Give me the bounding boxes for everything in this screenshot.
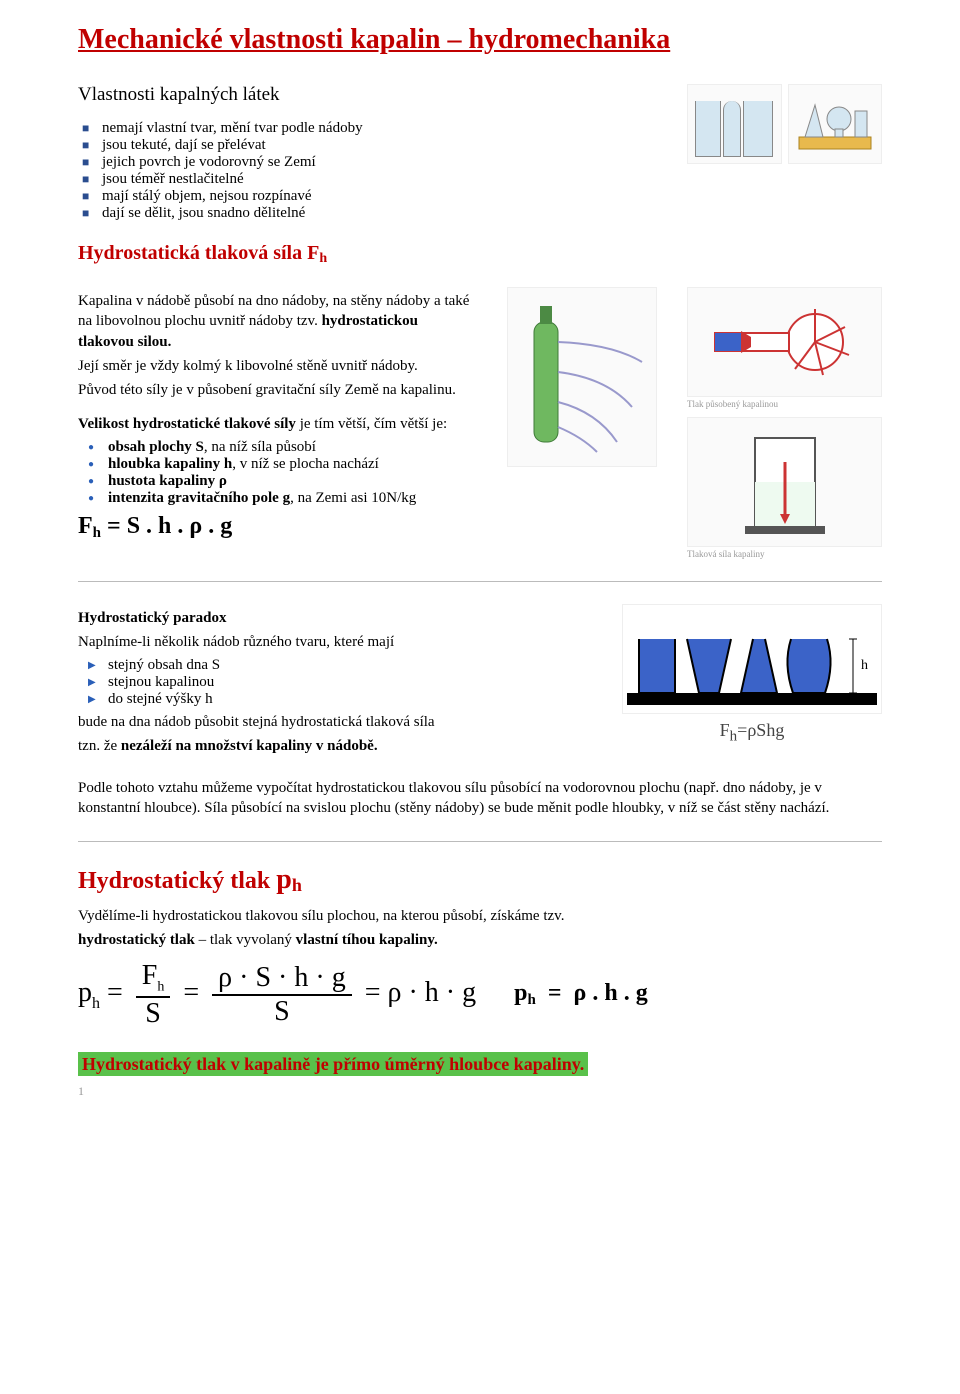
paradox-figure-wrap: h Fh=ρShg — [622, 604, 882, 760]
figure-communicating-vessels-1 — [687, 84, 782, 164]
pressure-paragraph-2: hydrostatický tlak – tlak vyvolaný vlast… — [78, 930, 882, 950]
figure-caption: Tlaková síla kapaliny — [687, 549, 882, 559]
paradox-text: Hydrostatický paradox Naplníme-li několi… — [78, 604, 592, 760]
page-number: 1 — [78, 1084, 84, 1099]
list-item: jejich povrch je vodorovný se Zemí — [102, 154, 667, 171]
heading-text: Hydrostatická tlaková síla — [78, 242, 307, 264]
list-item: nemají vlastní tvar, mění tvar podle nád… — [102, 120, 667, 137]
list-item: stejnou kapalinou — [108, 674, 592, 691]
list-item: jsou téměř nestlačitelné — [102, 171, 667, 188]
pressure-formula-short: ph = ρ . h . g — [514, 980, 648, 1009]
text-bold: hustota kapaliny ρ — [108, 473, 227, 489]
paradox-conclusion-1: bude na dna nádob působit stejná hydrost… — [78, 712, 592, 732]
figure-cylinder-wrap: Tlaková síla kapaliny — [687, 417, 882, 559]
text-span: je tím větší, čím větší je: — [296, 416, 447, 432]
pressure-equation-full: ph = FhS = ρ · S · h · gS = ρ · h · g — [78, 960, 476, 1030]
figure-cylinder-force — [687, 417, 882, 547]
right-column-mid: Tlak působený kapalinou Tlaková síla kap… — [687, 287, 882, 559]
text-span: , v níž se plocha nachází — [232, 456, 379, 472]
list-item: do stejné výšky h — [108, 691, 592, 708]
list-item: hustota kapaliny ρ — [108, 473, 477, 490]
text-bold: hloubka kapaliny h — [108, 456, 232, 472]
paradox-conclusion-2: tzn. že nezáleží na množství kapaliny v … — [78, 736, 592, 756]
list-item: hloubka kapaliny h, v níž se plocha nach… — [108, 456, 477, 473]
left-column: Vlastnosti kapalných látek nemají vlastn… — [78, 84, 667, 277]
force-paragraph-2: Její směr je vždy kolmý k libovolné stěn… — [78, 356, 477, 376]
divider — [78, 581, 882, 582]
figure-bottle-wrap — [507, 287, 657, 559]
figure-pressure-bulb — [687, 287, 882, 397]
paradox-intro: Naplníme-li několik nádob různého tvaru,… — [78, 632, 592, 652]
force-heading: Hydrostatická tlaková síla Fh — [78, 242, 667, 267]
text-bold: obsah plochy S — [108, 439, 204, 455]
list-item: mají stálý objem, nejsou rozpínavé — [102, 188, 667, 205]
force-text: Kapalina v nádobě působí na dno nádoby, … — [78, 287, 477, 559]
figure-communicating-vessels-2 — [788, 84, 883, 164]
magnitude-intro: Velikost hydrostatické tlakové síly je t… — [78, 414, 477, 434]
heading-symbol: F — [307, 242, 319, 264]
paradox-equation: Fh=ρShg — [622, 720, 882, 746]
pressure-heading: Hydrostatický tlak ph — [78, 864, 882, 896]
list-item: obsah plochy S, na níž síla působí — [108, 439, 477, 456]
figure-bottle-streams — [507, 287, 657, 467]
text-bold: hydrostatický tlak — [78, 932, 195, 948]
paradox-heading: Hydrostatický paradox — [78, 608, 592, 628]
paradox-conditions-list: stejný obsah dna S stejnou kapalinou do … — [78, 657, 592, 708]
svg-text:h: h — [861, 658, 868, 673]
divider — [78, 841, 882, 842]
text-span: , na Zemi asi 10N/kg — [290, 490, 416, 506]
heading-subscript: h — [292, 875, 302, 895]
mid-row: Kapalina v nádobě působí na dno nádoby, … — [78, 287, 882, 559]
text-bold: vlastní tíhou kapaliny. — [296, 932, 438, 948]
text-bold: Velikost hydrostatické tlakové síly — [78, 416, 296, 432]
pressure-equation-row: ph = FhS = ρ · S · h · gS = ρ · h · g ph… — [78, 960, 882, 1030]
list-item: intenzita gravitačního pole g, na Zemi a… — [108, 490, 477, 507]
right-column-top — [687, 84, 882, 277]
magnitude-factors-list: obsah plochy S, na níž síla působí hloub… — [78, 439, 477, 507]
properties-list: nemají vlastní tvar, mění tvar podle nád… — [78, 120, 667, 222]
page: Mechanické vlastnosti kapalin – hydromec… — [0, 0, 960, 1115]
heading-symbol: p — [276, 864, 292, 895]
list-item: stejný obsah dna S — [108, 657, 592, 674]
page-title: Mechanické vlastnosti kapalin – hydromec… — [78, 24, 882, 56]
text-span: tzn. že — [78, 738, 121, 754]
pressure-paragraph-1: Vydělíme-li hydrostatickou tlakovou sílu… — [78, 906, 882, 926]
figure-caption: Tlak působený kapalinou — [687, 399, 882, 409]
highlight-text: Hydrostatický tlak v kapalině je přímo ú… — [78, 1052, 588, 1076]
heading-text: Hydrostatický tlak — [78, 868, 276, 894]
relation-paragraph: Podle tohoto vztahu můžeme vypočítat hyd… — [78, 778, 882, 819]
list-item: dají se dělit, jsou snadno dělitelné — [102, 205, 667, 222]
list-item: jsou tekuté, dají se přelévat — [102, 137, 667, 154]
force-formula: Fh = S . h . ρ . g — [78, 513, 477, 542]
figure-hydrostatic-paradox: h — [622, 604, 882, 714]
figure-pressure-bulb-wrap: Tlak působený kapalinou — [687, 287, 882, 409]
text-span: – tlak vyvolaný — [195, 932, 296, 948]
paradox-row: Hydrostatický paradox Naplníme-li několi… — [78, 604, 882, 760]
text-bold: intenzita gravitačního pole g — [108, 490, 290, 506]
highlight-line: Hydrostatický tlak v kapalině je přímo ú… — [78, 1054, 882, 1075]
text-span: , na níž síla působí — [204, 439, 316, 455]
heading-subscript: h — [319, 251, 327, 266]
top-row: Vlastnosti kapalných látek nemají vlastn… — [78, 84, 882, 277]
force-paragraph-3: Původ této síly je v působení gravitační… — [78, 380, 477, 400]
text-bold: nezáleží na množství kapaliny v nádobě. — [121, 738, 378, 754]
force-paragraph-1: Kapalina v nádobě působí na dno nádoby, … — [78, 291, 477, 352]
properties-subtitle: Vlastnosti kapalných látek — [78, 84, 667, 106]
